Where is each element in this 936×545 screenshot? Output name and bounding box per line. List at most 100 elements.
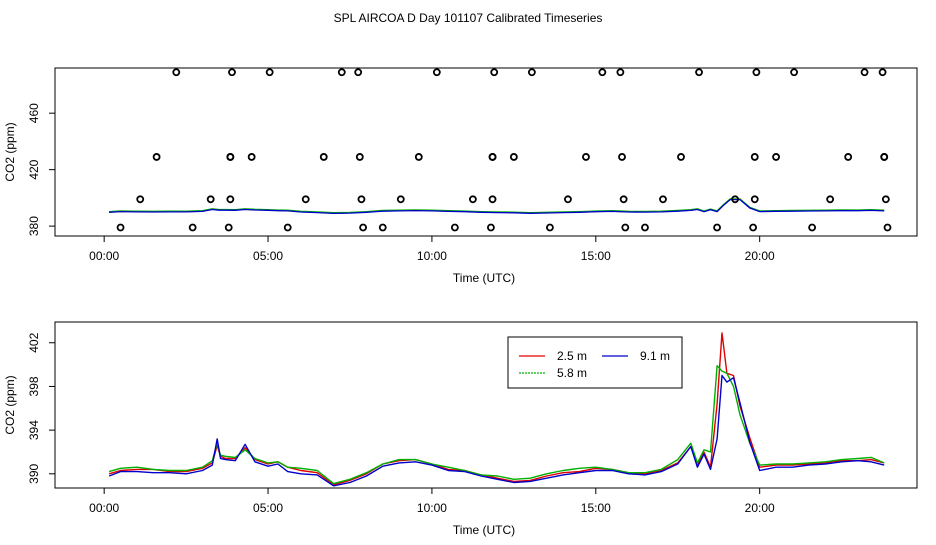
top-x-axis-label: Time (UTC) (453, 271, 515, 285)
bottom-y-tick-label: 402 (27, 332, 41, 352)
top-x-axis: 00:00 05:00 10:00 15:00 20:00 (89, 235, 775, 263)
bottom-x-tick-label: 00:00 (89, 501, 119, 515)
bottom-x-tick-label: 10:00 (417, 501, 447, 515)
bottom-panel-frame (54, 321, 918, 489)
top-data-circle (450, 223, 459, 232)
top-x-tick-label: 05:00 (253, 249, 283, 263)
top-data-circle (206, 195, 215, 204)
top-data-circle (488, 153, 497, 161)
bottom-panel-line: 00:00 05:00 10:00 15:00 20:00 390 394 398 402 T… (3, 321, 918, 537)
top-data-circle (490, 68, 499, 77)
bottom-series-9-1-m (108, 374, 885, 487)
top-data-circle (881, 195, 890, 204)
legend-label-2-5m: 2.5 m (557, 349, 587, 363)
top-data-circle (618, 153, 626, 161)
bottom-series-5-8-m (108, 365, 885, 485)
top-data-circle (619, 195, 628, 204)
top-data-circle (883, 223, 892, 232)
top-data-circle (247, 153, 256, 161)
bottom-y-tick-label: 394 (27, 420, 41, 440)
top-data-circle (228, 68, 236, 77)
bottom-x-tick-label: 20:00 (745, 501, 775, 515)
top-data-circle (659, 195, 667, 204)
top-x-tick-label: 10:00 (417, 249, 447, 263)
legend-label-5-8m: 5.8 m (557, 366, 587, 380)
top-data-circle (283, 223, 292, 232)
legend: 2.5 m 5.8 m 9.1 m (507, 336, 683, 389)
top-data-circle (354, 68, 363, 77)
top-data-circle (750, 195, 759, 204)
top-data-circle (790, 68, 798, 77)
top-data-circle (808, 223, 817, 232)
top-y-tick-label: 460 (27, 103, 41, 123)
top-data-circle (750, 153, 759, 161)
top-data-circle (468, 195, 477, 204)
top-data-circle (772, 153, 780, 161)
top-data-circle (226, 195, 235, 204)
top-data-circle (527, 68, 536, 77)
top-data-circle (116, 223, 125, 232)
top-data-circle (598, 68, 607, 77)
top-data-circle (878, 68, 887, 77)
top-data-circle (731, 195, 739, 204)
top-data-circle (355, 153, 364, 161)
top-data-circle (713, 223, 721, 232)
top-data-circle (432, 68, 441, 77)
top-data-circle (172, 68, 181, 77)
top-y-tick-label: 380 (27, 216, 41, 236)
top-x-tick-label: 15:00 (581, 249, 611, 263)
top-data-circle (359, 223, 367, 232)
top-data-circle (357, 195, 366, 204)
bottom-x-tick-label: 05:00 (253, 501, 283, 515)
top-data-circle (152, 153, 161, 161)
top-x-tick-label: 20:00 (745, 249, 775, 263)
top-data-circle (488, 195, 497, 204)
top-data-circle (752, 68, 761, 77)
top-y-axis: 380 420 460 (27, 103, 55, 236)
top-data-circle (319, 153, 328, 161)
top-series-9-1-m (109, 198, 885, 215)
top-data-circle (641, 223, 649, 232)
top-data-circle (695, 68, 703, 77)
top-circles (116, 68, 892, 232)
top-data-circle (616, 68, 625, 77)
bottom-x-axis: 00:00 05:00 10:00 15:00 20:00 (89, 487, 775, 515)
top-y-tick-label: 420 (27, 159, 41, 179)
top-data-circle (677, 153, 685, 161)
chart-title: SPL AIRCOA D Day 101107 Calibrated Times… (334, 11, 603, 25)
top-data-circle (546, 223, 554, 232)
top-x-tick-label: 00:00 (89, 249, 119, 263)
top-data-circle (844, 153, 853, 161)
top-series-lines (109, 198, 885, 215)
top-data-circle (509, 153, 518, 161)
bottom-series-lines (108, 332, 885, 487)
bottom-y-tick-label: 390 (27, 463, 41, 483)
top-data-circle (188, 223, 197, 232)
top-data-circle (226, 153, 235, 161)
top-data-circle (396, 195, 405, 204)
bottom-y-tick-label: 398 (27, 376, 41, 396)
top-data-circle (378, 223, 387, 232)
top-data-circle (826, 195, 835, 204)
top-data-circle (564, 195, 572, 204)
bottom-x-axis-label: Time (UTC) (453, 523, 515, 537)
top-data-circle (860, 68, 869, 77)
top-panel-scatter: 00:00 05:00 10:00 15:00 20:00 380 420 460 Time… (3, 67, 918, 285)
top-data-circle (880, 153, 889, 161)
top-data-circle (487, 223, 495, 232)
top-data-circle (224, 223, 233, 232)
bottom-y-axis-label: CO2 (ppm) (3, 375, 17, 434)
bottom-y-axis: 390 394 398 402 (27, 332, 55, 484)
top-data-circle (749, 223, 758, 232)
top-data-circle (582, 153, 590, 161)
bottom-x-tick-label: 15:00 (581, 501, 611, 515)
top-data-circle (265, 68, 274, 77)
top-y-axis-label: CO2 (ppm) (3, 122, 17, 181)
top-data-circle (337, 68, 346, 77)
top-data-circle (301, 195, 310, 204)
top-data-circle (621, 223, 630, 232)
legend-box (507, 336, 683, 389)
legend-label-9-1m: 9.1 m (640, 349, 670, 363)
bottom-series-2-5-m (108, 332, 885, 486)
top-data-circle (414, 153, 423, 161)
